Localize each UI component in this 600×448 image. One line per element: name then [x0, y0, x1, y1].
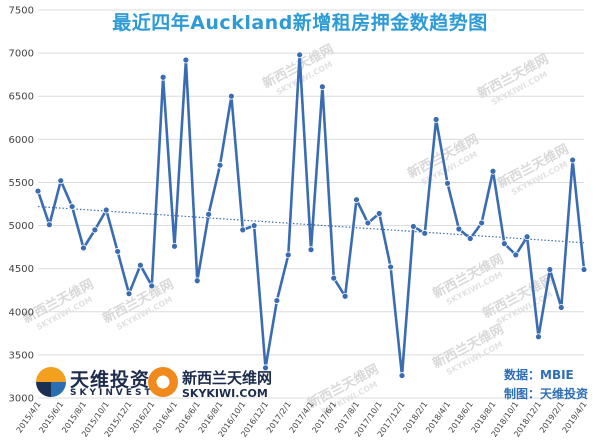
y-axis-ticks: 3000 3500 4000 4500 5000 5500 6000 6500 7000 7500 [9, 6, 34, 405]
y-tick-label: 4000 [9, 307, 34, 318]
skykiwi-logo-url: SKYKIWI.COM [182, 387, 268, 400]
y-tick-label: 5000 [9, 221, 34, 232]
y-tick-label: 6500 [9, 92, 34, 103]
y-tick-label: 3500 [9, 350, 34, 361]
data-point [114, 248, 122, 255]
data-point [205, 210, 213, 218]
data-point [318, 83, 326, 91]
y-tick-label: 4500 [9, 264, 34, 275]
data-point [455, 225, 463, 233]
data-point [80, 244, 87, 252]
data-point [262, 364, 269, 372]
data-point [569, 156, 577, 164]
data-point [273, 297, 281, 304]
data-point [421, 229, 429, 237]
data-point [341, 292, 349, 300]
data-point [102, 206, 110, 214]
data-point [45, 221, 53, 229]
y-tick-label: 7500 [9, 6, 34, 17]
data-point [227, 92, 235, 100]
data-source-label: 数据：MBIE [504, 368, 574, 382]
data-point [580, 266, 588, 273]
y-tick-label: 6000 [9, 135, 34, 146]
data-point [57, 177, 65, 185]
data-point [307, 246, 315, 254]
skykiwi-logo-name: 新西兰天维网 [182, 369, 273, 387]
data-point [182, 56, 190, 64]
data-point [91, 226, 99, 234]
data-point [34, 187, 42, 195]
brand-logos: 天维投资 SKYINVEST 新西兰天维网 SKYKIWI.COM [36, 363, 336, 407]
data-point [68, 203, 76, 210]
data-point [239, 226, 247, 234]
chart-title: 最近四年Auckland新增租房押金数趋势图 [112, 12, 488, 34]
made-by-label: 制图：天维投资 [504, 387, 589, 401]
y-tick-label: 3000 [9, 394, 34, 405]
data-point [353, 196, 360, 204]
source-note: 数据：MBIE 制图：天维投资 [504, 366, 588, 404]
data-point [557, 304, 565, 311]
data-point [535, 333, 542, 341]
data-point [136, 261, 144, 269]
y-tick-label: 5500 [9, 178, 34, 189]
data-point [444, 179, 451, 187]
data-point [148, 282, 156, 290]
data-point [523, 233, 531, 241]
data-point [478, 219, 486, 227]
point-layer [34, 51, 588, 379]
data-point [296, 51, 304, 59]
data-point [512, 251, 520, 259]
data-point [432, 116, 440, 123]
data-point [193, 277, 201, 285]
trendline [37, 205, 585, 244]
skyinvest-logo-sub: SKYINVEST [70, 388, 154, 398]
trendline-layer [37, 205, 585, 244]
data-point [159, 73, 167, 81]
data-point [546, 266, 554, 273]
data-point [489, 167, 497, 175]
data-point [171, 242, 178, 250]
data-point [284, 251, 292, 259]
skykiwi-logo-icon [148, 367, 178, 397]
data-point [466, 235, 474, 242]
skyinvest-logo-icon [36, 367, 66, 397]
data-point [216, 161, 224, 169]
data-point [375, 210, 383, 217]
data-point [250, 222, 258, 229]
data-point [125, 290, 133, 298]
data-point [398, 372, 406, 379]
data-point [409, 223, 417, 230]
data-point [387, 263, 395, 271]
y-tick-label: 7000 [9, 49, 34, 60]
data-point [330, 274, 338, 282]
data-point [500, 240, 508, 248]
grid-layer [38, 9, 584, 399]
data-point [364, 219, 372, 227]
skyinvest-logo-name: 天维投资 [70, 369, 151, 391]
